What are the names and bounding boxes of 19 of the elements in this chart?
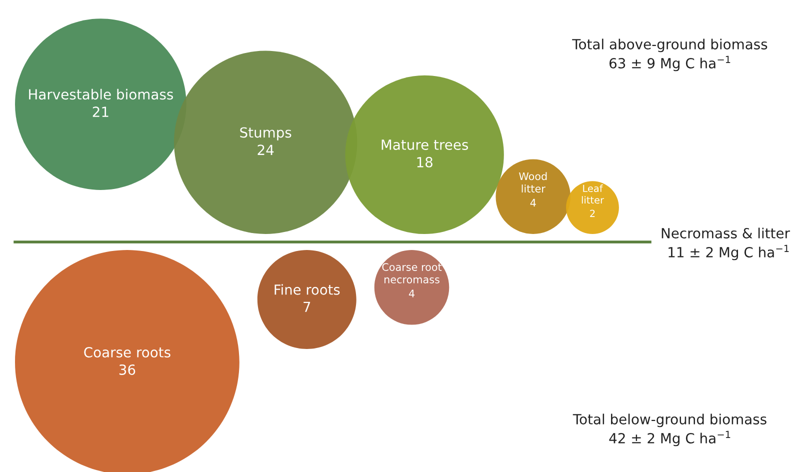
category-label: Leaf litter bbox=[582, 184, 604, 204]
data-label: 7 bbox=[304, 302, 310, 312]
text: Necromass & litter 11 ± 2 Mg C ha$^{−1}$ bbox=[662, 228, 790, 260]
category-label: Coarse root necromass bbox=[382, 263, 442, 284]
data-label: 21 bbox=[92, 106, 108, 117]
data-label: 2 bbox=[590, 210, 595, 217]
category-label: Fine roots bbox=[274, 284, 340, 295]
data-label: 24 bbox=[258, 144, 274, 155]
category-label: Wood litter bbox=[518, 172, 547, 193]
category-label: Stumps bbox=[240, 127, 292, 140]
data-label: 4 bbox=[530, 198, 536, 206]
text: Total above-ground biomass 63 ± 9 Mg C ha$^{−1}$ bbox=[572, 38, 768, 72]
category-label: Mature trees bbox=[382, 140, 468, 150]
data-label: 36 bbox=[119, 364, 136, 375]
text: Total below-ground biomass 42 ± 2 Mg C ha$^{−1}$ bbox=[572, 414, 766, 446]
data-label: 18 bbox=[417, 156, 432, 168]
category-label: Harvestable biomass bbox=[29, 88, 173, 100]
category-label: Coarse roots bbox=[84, 347, 170, 358]
data-label: 4 bbox=[408, 290, 414, 298]
